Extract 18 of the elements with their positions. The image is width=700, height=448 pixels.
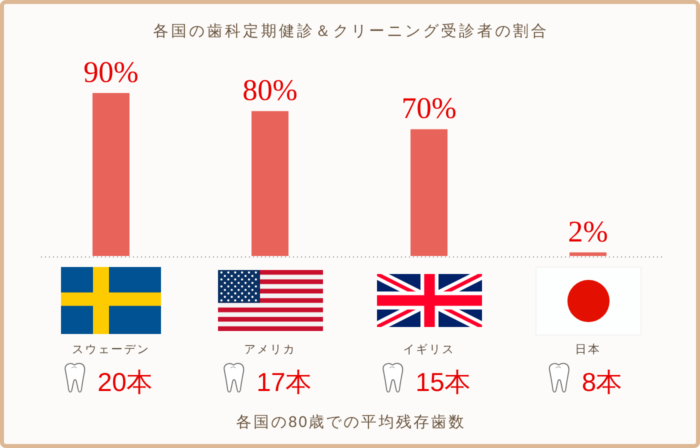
data-label: 80% bbox=[242, 74, 298, 108]
bar bbox=[410, 129, 448, 256]
data-label: 15本 bbox=[416, 367, 470, 397]
data-label: 70% bbox=[402, 92, 456, 126]
x-tick-label: アメリカ bbox=[244, 344, 296, 356]
data-label: 20本 bbox=[98, 367, 152, 397]
chart-title: 各国の歯科定期健診＆クリーニング受診者の割合 bbox=[153, 22, 549, 40]
data-label: 8本 bbox=[582, 367, 622, 397]
bar bbox=[570, 252, 606, 256]
bar bbox=[252, 111, 288, 256]
x-tick-label: 日本 bbox=[575, 343, 601, 356]
data-label: 90% bbox=[84, 56, 138, 89]
bar bbox=[92, 93, 130, 256]
x-tick-label: スウェーデン bbox=[72, 344, 150, 356]
data-label: 2% bbox=[568, 215, 608, 248]
text: 各国の80歳での平均残存歯数 bbox=[236, 413, 466, 431]
data-label: 17本 bbox=[256, 367, 312, 397]
x-tick-label: イギリス bbox=[403, 343, 455, 356]
